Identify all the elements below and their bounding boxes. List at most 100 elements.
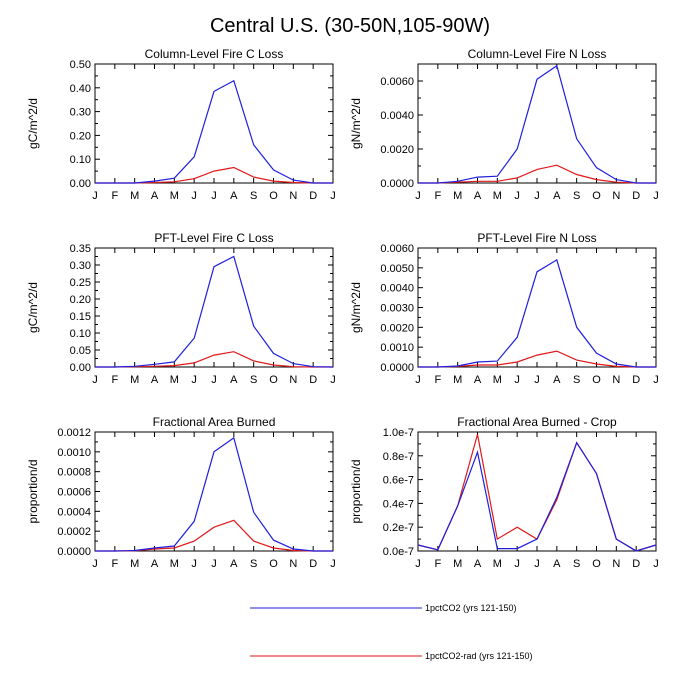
y-tick-label: 0.0e-7 <box>383 546 414 558</box>
x-tick-label: O <box>592 190 601 202</box>
y-tick-label: 0.0004 <box>57 506 91 518</box>
y-tick-label: 0.0020 <box>380 144 414 156</box>
x-tick-label: M <box>493 190 502 202</box>
series-line-1pctco2 <box>418 64 656 184</box>
x-tick-label: A <box>230 558 238 570</box>
x-tick-label: A <box>474 558 482 570</box>
x-tick-label: J <box>191 374 197 386</box>
main-title: Central U.S. (30-50N,105-90W) <box>210 15 490 37</box>
panel-title: PFT-Level Fire C Loss <box>154 231 273 245</box>
x-tick-label: S <box>573 374 580 386</box>
x-tick-label: M <box>130 374 139 386</box>
y-tick-label: 0.4e-7 <box>383 498 414 510</box>
y-tick-label: 0.00 <box>70 178 91 190</box>
y-axis-label: proportion/d <box>26 459 40 523</box>
y-tick-label: 0.0060 <box>380 76 414 88</box>
x-tick-label: J <box>330 558 336 570</box>
y-axis-label: gN/m^2/d <box>349 282 363 333</box>
y-axis-label: gC/m^2/d <box>26 98 40 149</box>
x-tick-label: J <box>211 374 217 386</box>
series-line-1pctco2 <box>95 79 333 184</box>
y-tick-label: 0.6e-7 <box>383 475 414 487</box>
x-tick-label: M <box>453 558 462 570</box>
series-line-1pctco2-rad <box>418 164 656 184</box>
x-tick-label: D <box>309 190 317 202</box>
x-tick-label: J <box>534 558 540 570</box>
y-tick-label: 0.0010 <box>380 342 414 354</box>
x-tick-label: J <box>211 190 217 202</box>
x-tick-label: N <box>289 558 297 570</box>
series-line-1pctco2 <box>95 436 333 552</box>
x-tick-label: J <box>92 558 98 570</box>
y-tick-label: 0.20 <box>70 130 91 142</box>
x-tick-label: O <box>269 190 278 202</box>
x-tick-label: M <box>170 374 179 386</box>
x-tick-label: J <box>653 190 659 202</box>
y-tick-label: 0.25 <box>70 277 91 289</box>
x-tick-label: D <box>632 374 640 386</box>
y-tick-label: 0.0000 <box>380 178 414 190</box>
y-tick-label: 0.0050 <box>380 263 414 275</box>
x-tick-label: J <box>514 558 520 570</box>
y-axis-label: gC/m^2/d <box>26 282 40 333</box>
x-tick-label: S <box>573 190 580 202</box>
x-tick-label: A <box>151 374 159 386</box>
y-tick-label: 0.0040 <box>380 283 414 295</box>
x-tick-label: J <box>330 374 336 386</box>
y-tick-label: 0.2e-7 <box>383 522 414 534</box>
y-tick-label: 0.00 <box>70 362 91 374</box>
panel-title: Column-Level Fire C Loss <box>145 47 284 61</box>
y-axis-label: gN/m^2/d <box>349 98 363 149</box>
plot-frame <box>94 431 334 552</box>
y-tick-label: 0.0000 <box>380 362 414 374</box>
x-tick-label: N <box>612 374 620 386</box>
x-tick-label: D <box>632 558 640 570</box>
panel-title: Fractional Area Burned - Crop <box>457 415 617 429</box>
x-tick-label: O <box>592 558 601 570</box>
x-tick-label: N <box>612 558 620 570</box>
x-tick-label: S <box>250 190 257 202</box>
x-tick-label: J <box>534 374 540 386</box>
x-tick-label: O <box>269 558 278 570</box>
y-tick-label: 0.40 <box>70 83 91 95</box>
x-tick-label: M <box>130 190 139 202</box>
x-tick-label: A <box>474 190 482 202</box>
y-tick-label: 0.0006 <box>57 487 91 499</box>
x-tick-label: J <box>191 558 197 570</box>
x-tick-label: A <box>151 190 159 202</box>
y-axis-label: proportion/d <box>349 459 363 523</box>
x-tick-label: F <box>111 374 118 386</box>
x-tick-label: J <box>191 190 197 202</box>
panel-title: Fractional Area Burned <box>153 415 276 429</box>
x-tick-label: M <box>453 190 462 202</box>
panel-title: Column-Level Fire N Loss <box>468 47 607 61</box>
x-tick-label: A <box>230 190 238 202</box>
panel-title: PFT-Level Fire N Loss <box>477 231 596 245</box>
x-tick-label: J <box>211 558 217 570</box>
x-tick-label: J <box>653 374 659 386</box>
x-tick-label: M <box>493 558 502 570</box>
y-tick-label: 0.30 <box>70 107 91 119</box>
plot-frame <box>94 247 334 368</box>
y-tick-label: 0.0040 <box>380 110 414 122</box>
y-tick-label: 0.0010 <box>57 447 91 459</box>
y-tick-label: 0.0002 <box>57 526 91 538</box>
x-tick-label: N <box>289 374 297 386</box>
plot-frame <box>417 431 657 552</box>
legend: 1pctCO2 (yrs 121-150) 1pctCO2-rad (yrs 1… <box>250 603 533 661</box>
x-tick-label: J <box>415 558 421 570</box>
y-tick-label: 0.8e-7 <box>383 451 414 463</box>
legend-label-1pctco2-rad: 1pctCO2-rad (yrs 121-150) <box>425 651 533 661</box>
y-tick-label: 0.10 <box>70 328 91 340</box>
series-line-1pctco2 <box>95 255 334 368</box>
x-tick-label: M <box>493 374 502 386</box>
x-tick-label: O <box>269 374 278 386</box>
x-tick-label: F <box>111 190 118 202</box>
